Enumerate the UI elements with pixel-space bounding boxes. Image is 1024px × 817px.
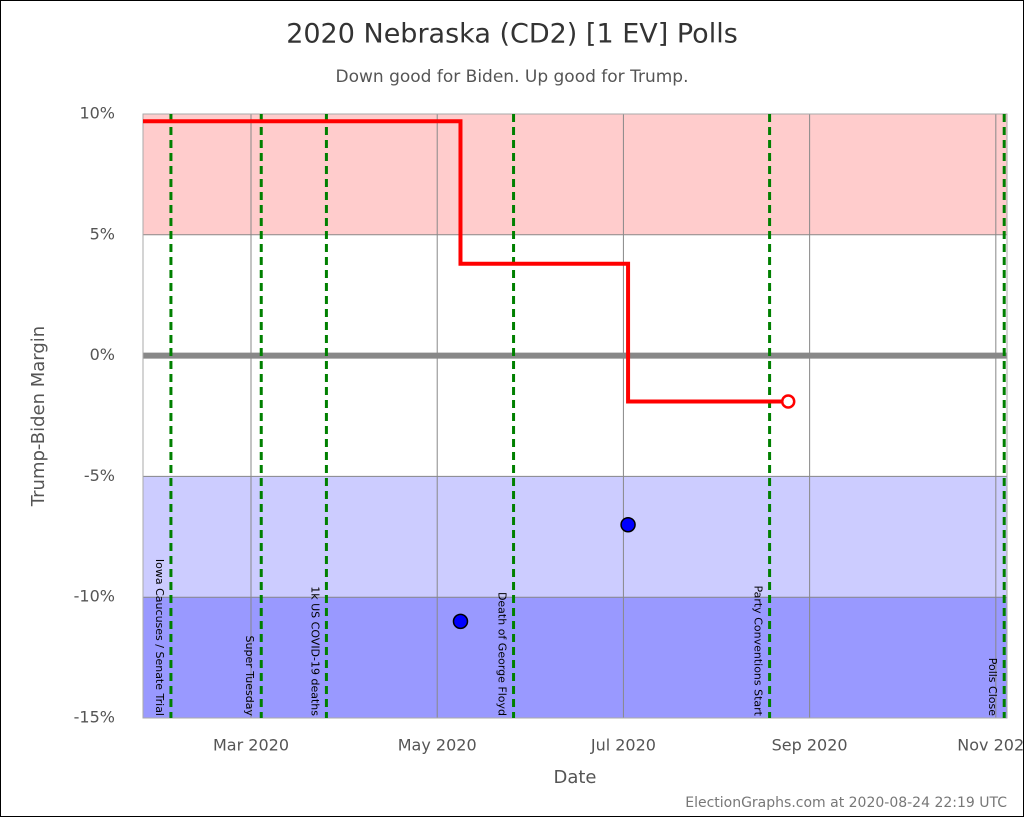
y-tick-label: 0% (90, 345, 115, 364)
plot-frame (142, 113, 1008, 719)
event-label: Super Tuesday (243, 636, 256, 717)
y-tick-label: 5% (90, 224, 115, 243)
footer: ElectionGraphs.com at 2020-08-24 22:19 U… (685, 795, 1007, 811)
margin-band (143, 476, 1007, 598)
margin-band (143, 114, 1007, 235)
margin-band (143, 597, 1007, 718)
event-label: Polls Close (986, 658, 999, 717)
x-tick-label: May 2020 (398, 736, 477, 755)
event-label: Death of George Floyd (496, 592, 509, 716)
poll-point (620, 516, 636, 533)
y-tick-label: 10% (79, 104, 115, 123)
y-tick-label: -5% (84, 466, 115, 485)
x-axis-label: Date (553, 767, 596, 788)
event-label: Iowa Caucuses / Senate Trial (153, 559, 166, 716)
average-endpoint (780, 394, 796, 409)
x-tick-label: Nov 2020 (957, 736, 1024, 755)
x-tick-label: Sep 2020 (772, 736, 848, 755)
chart-title: 2020 Nebraska (CD2) [1 EV] Polls (286, 19, 738, 50)
y-tick-label: -10% (74, 587, 115, 606)
average-line (143, 119, 789, 404)
y-tick-label: -15% (74, 708, 115, 727)
x-tick-label: Mar 2020 (213, 736, 289, 755)
event-label: Party Conventions Start (752, 585, 765, 716)
event-label: 1k US COVID-19 deaths (308, 586, 321, 716)
poll-point (452, 613, 469, 630)
chart-subtitle: Down good for Biden. Up good for Trump. (336, 67, 689, 87)
x-tick-label: Jul 2020 (590, 736, 656, 755)
y-axis-label: Trump-Biden Margin (28, 326, 49, 507)
